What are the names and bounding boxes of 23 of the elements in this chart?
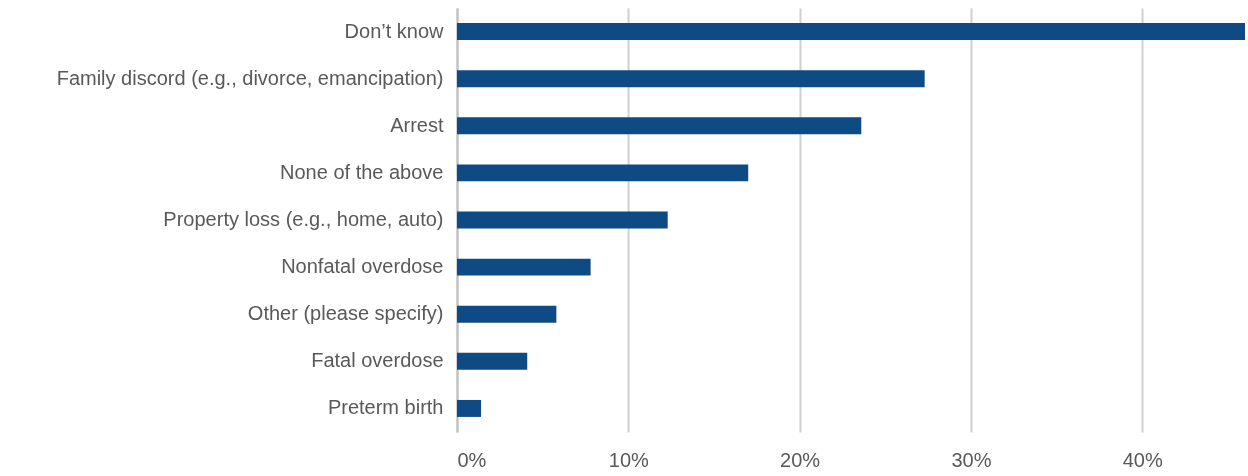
y-tick-label: Nonfatal overdose bbox=[281, 255, 444, 278]
bar bbox=[457, 164, 749, 182]
bar bbox=[457, 352, 528, 370]
bar bbox=[457, 305, 557, 323]
bar bbox=[457, 70, 925, 88]
y-tick-label: Don’t know bbox=[344, 19, 445, 42]
y-tick-label: Family discord (e.g., divorce, emancipation) bbox=[56, 66, 444, 89]
y-tick-label: Other (please specify) bbox=[247, 302, 444, 325]
x-tick-label: 10% bbox=[608, 448, 650, 471]
x-tick-label: 40% bbox=[1122, 448, 1163, 471]
bar bbox=[457, 258, 591, 276]
x-tick-label: 20% bbox=[780, 448, 821, 471]
y-tick-label: Preterm birth bbox=[327, 396, 444, 419]
y-tick-label: Fatal overdose bbox=[311, 349, 444, 372]
y-tick-label: Arrest bbox=[390, 113, 444, 136]
x-tick-label: 30% bbox=[951, 448, 992, 471]
bar bbox=[457, 399, 481, 417]
y-tick-label: Property loss (e.g., home, auto) bbox=[163, 208, 444, 230]
x-tick-label: 0% bbox=[457, 448, 487, 471]
bar bbox=[457, 23, 1245, 41]
bar bbox=[457, 211, 668, 229]
bar bbox=[457, 117, 862, 135]
y-tick-label: None of the above bbox=[280, 160, 444, 183]
